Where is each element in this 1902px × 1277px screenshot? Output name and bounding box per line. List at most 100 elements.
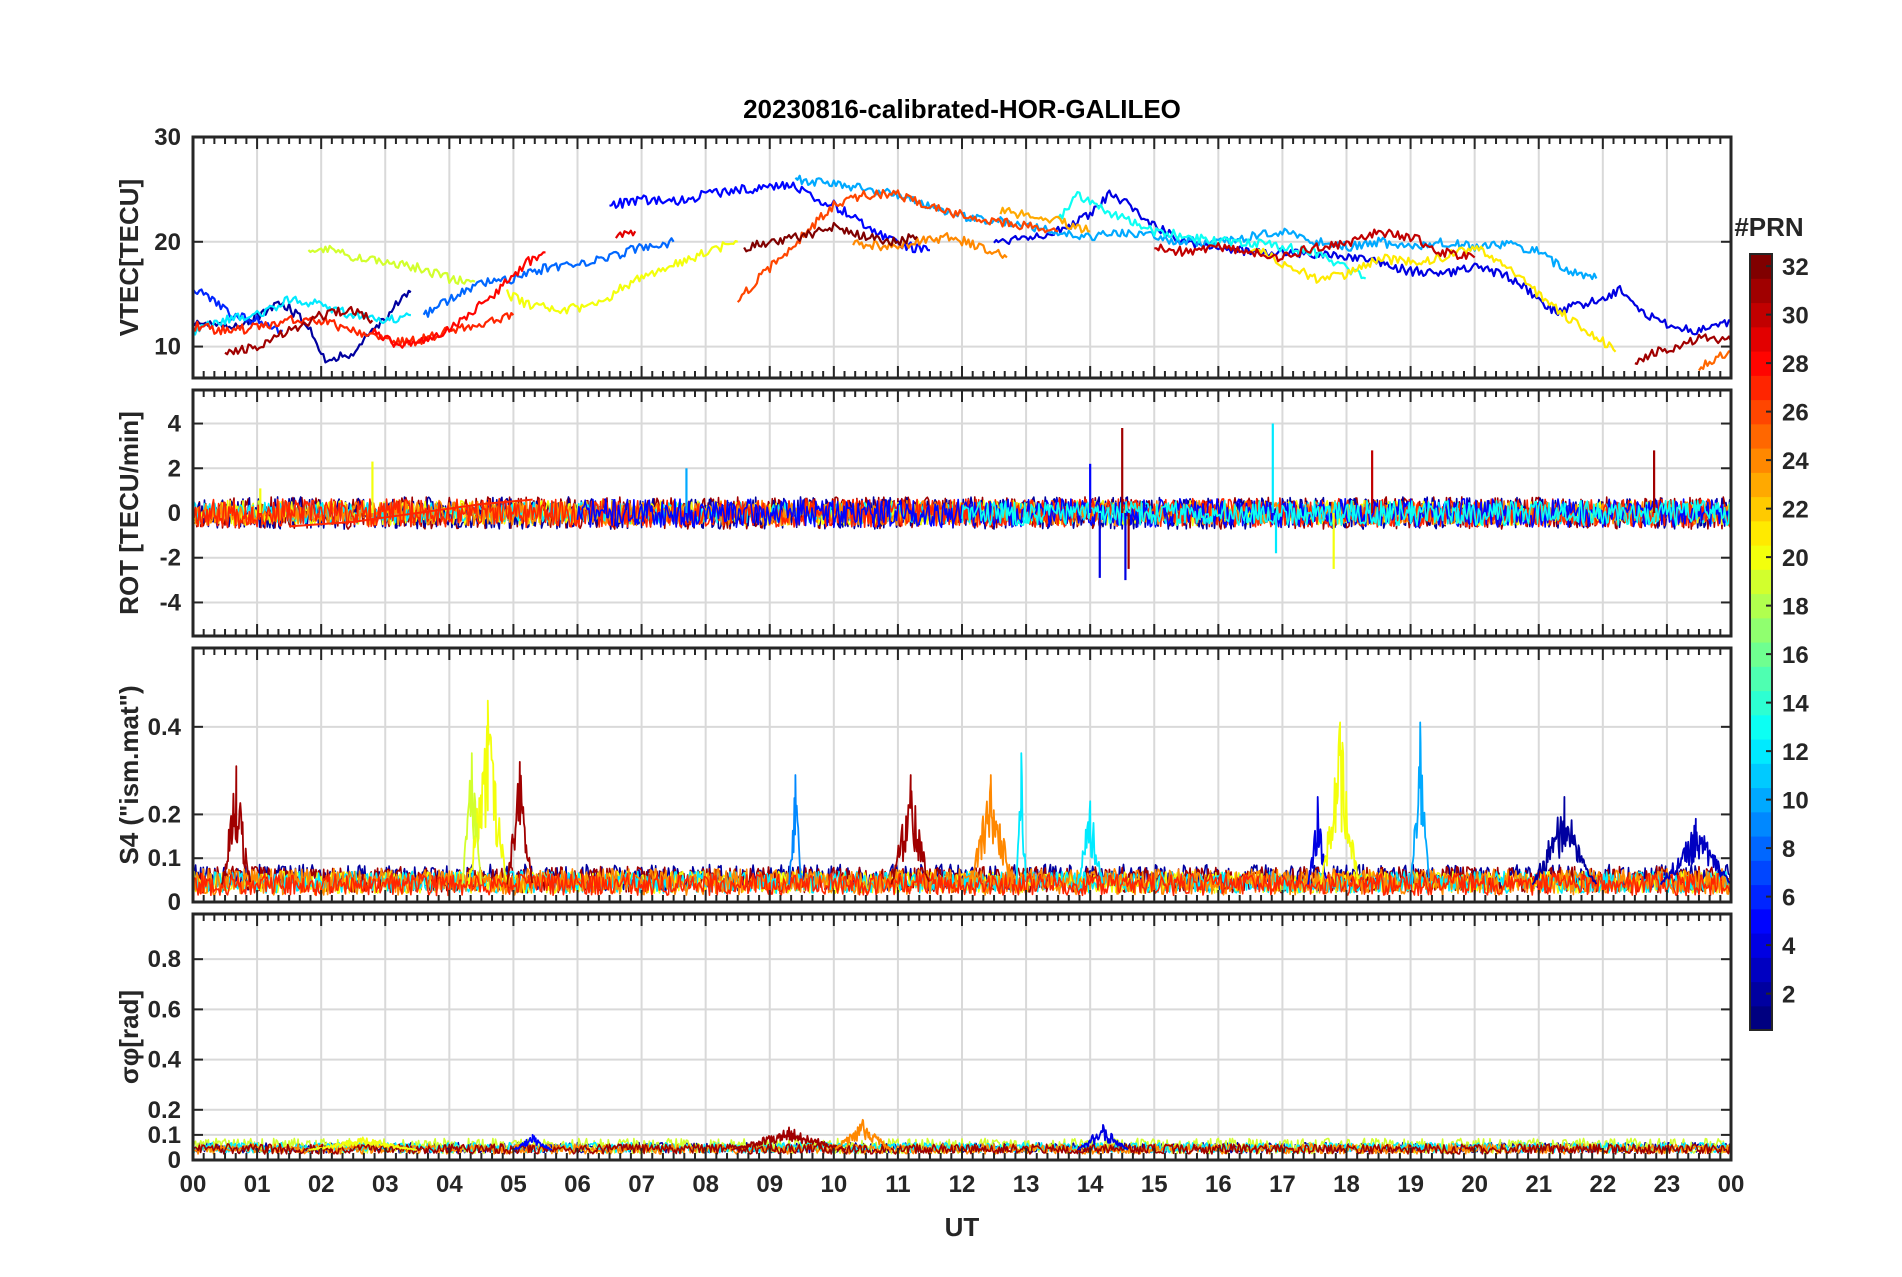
rot-ytick-label: 4 <box>168 411 182 438</box>
s4-frame <box>191 646 1733 904</box>
burst-prn-5 <box>513 1134 553 1151</box>
series-line-prn-8 <box>422 237 675 318</box>
series-line-prn-27 <box>193 312 515 347</box>
chart-title: 20230816-calibrated-HOR-GALILEO <box>743 94 1181 124</box>
colorbar-tick-label: 20 <box>1782 545 1809 572</box>
x-tick-label: 21 <box>1525 1171 1552 1198</box>
s4-ytick-label: 0.2 <box>148 801 181 828</box>
colorbar-segment <box>1750 569 1772 595</box>
colorbar-segment <box>1750 763 1772 789</box>
series-line-prn-28 <box>371 251 546 349</box>
burst-prn-12 <box>1076 800 1104 885</box>
panel-sigma_phi: 00.10.2 0.4 0.6 0.8σφ[rad] 00 01 02 03 04 05 06 07 0… <box>114 912 1745 1198</box>
x-tick-label: 09 <box>756 1171 783 1198</box>
series-line-prn-30 <box>1154 228 1476 263</box>
colorbar-tick-label: 12 <box>1782 739 1809 766</box>
burst-prn-3 <box>1659 817 1731 886</box>
x-tick-label: 20 <box>1461 1171 1488 1198</box>
vtec-data <box>193 174 1731 372</box>
vtec-frame <box>191 135 1733 380</box>
colorbar-tick-label: 26 <box>1782 400 1809 427</box>
s4-ytick-label: 0 <box>168 889 181 916</box>
x-tick-label: 12 <box>949 1171 976 1198</box>
x-tick-label: 15 <box>1141 1171 1168 1198</box>
burst-prn-20 <box>1320 721 1360 885</box>
panel-rot: -4 -2 0 2 4 ROT [TECU/min] <box>114 388 1733 638</box>
rot-ytick-label: -2 <box>160 545 181 572</box>
colorbar-segment <box>1750 1005 1772 1031</box>
s4-ytick-label: 0.1 <box>148 845 181 872</box>
burst-prn-20 <box>467 699 508 885</box>
vtec-ytick-label: 20 <box>154 229 181 256</box>
s4-y-axis-label: S4 ("ism.mat") <box>114 685 144 864</box>
colorbar-segment <box>1750 739 1772 764</box>
sigma_phi-ytick-label: 0 <box>168 1147 181 1174</box>
colorbar-label: #PRN <box>1734 212 1803 242</box>
rot-y-axis-label: ROT [TECU/min] <box>114 411 144 615</box>
x-tick-label: 00 <box>180 1171 207 1198</box>
colorbar-segment <box>1750 690 1772 716</box>
colorbar-segment <box>1750 375 1772 401</box>
x-tick-label: 22 <box>1589 1171 1616 1198</box>
series-line-prn-10 <box>794 174 1598 281</box>
rot-data <box>193 423 1731 581</box>
sigma_phi-ytick-label: 0.8 <box>148 946 181 973</box>
colorbar-tick-label: 22 <box>1782 497 1809 524</box>
colorbar-tick-label: 14 <box>1782 691 1809 718</box>
colorbar-segment <box>1750 496 1772 522</box>
colorbar-segment <box>1750 472 1772 498</box>
colorbar-segment <box>1750 884 1772 910</box>
colorbar-segment <box>1750 933 1772 958</box>
overlay-prn-27 <box>289 498 533 528</box>
x-tick-label: 23 <box>1654 1171 1681 1198</box>
series-line-prn-25 <box>1698 350 1731 372</box>
vtec-y-axis-label: VTEC[TECU] <box>114 179 144 336</box>
x-tick-label: 06 <box>564 1171 591 1198</box>
colorbar-segment <box>1750 860 1772 886</box>
burst-prn-10 <box>1409 721 1430 885</box>
x-tick-label: 18 <box>1333 1171 1360 1198</box>
panel-s4: 0 0.1 0.2 0.4S4 ("ism.mat") <box>114 646 1733 916</box>
rot-ytick-label: 0 <box>168 500 181 527</box>
series-line-prn-26 <box>736 188 1059 303</box>
x-tick-label: 00 <box>1718 1171 1745 1198</box>
colorbar-segment <box>1750 908 1772 934</box>
colorbar-segment <box>1750 617 1772 643</box>
series-line-prn-4 <box>993 189 1731 336</box>
colorbar-tick-label: 16 <box>1782 642 1809 669</box>
x-tick-label: 10 <box>820 1171 847 1198</box>
series-line-prn-23 <box>999 206 1091 234</box>
x-tick-label: 05 <box>500 1171 527 1198</box>
colorbar-tick-label: 2 <box>1782 982 1795 1009</box>
series-line-prn-12 <box>193 295 411 336</box>
x-axis-label: UT <box>945 1212 980 1242</box>
burst-prn-4 <box>1076 1124 1129 1151</box>
colorbar-tick-label: 30 <box>1782 303 1809 330</box>
s4-ytick-label: 0.4 <box>148 714 182 741</box>
burst-prn-19 <box>461 752 483 885</box>
x-tick-label: 08 <box>692 1171 719 1198</box>
rot-ytick-label: -4 <box>160 589 182 616</box>
colorbar-tick-label: 32 <box>1782 254 1809 281</box>
x-tick-label: 11 <box>885 1171 910 1198</box>
x-tick-label: 13 <box>1013 1171 1040 1198</box>
series-line-prn-21 <box>1250 245 1617 353</box>
x-tick-label: 03 <box>372 1171 399 1198</box>
colorbar-segment <box>1750 787 1772 813</box>
sigma_phi-frame <box>191 912 1733 1162</box>
burst-prn-31 <box>890 774 930 885</box>
colorbar-segment <box>1750 351 1772 376</box>
x-tick-label: 16 <box>1205 1171 1232 1198</box>
burst-prn-12 <box>1015 752 1027 885</box>
sigma_phi-y-axis-label: σφ[rad] <box>114 990 144 1084</box>
colorbar-segment <box>1750 642 1772 667</box>
colorbar-frame <box>1749 253 1773 1031</box>
colorbar-segment <box>1750 278 1772 304</box>
colorbar-segment <box>1750 957 1772 983</box>
burst-prn-24 <box>967 774 1014 885</box>
x-tick-label: 01 <box>244 1171 271 1198</box>
